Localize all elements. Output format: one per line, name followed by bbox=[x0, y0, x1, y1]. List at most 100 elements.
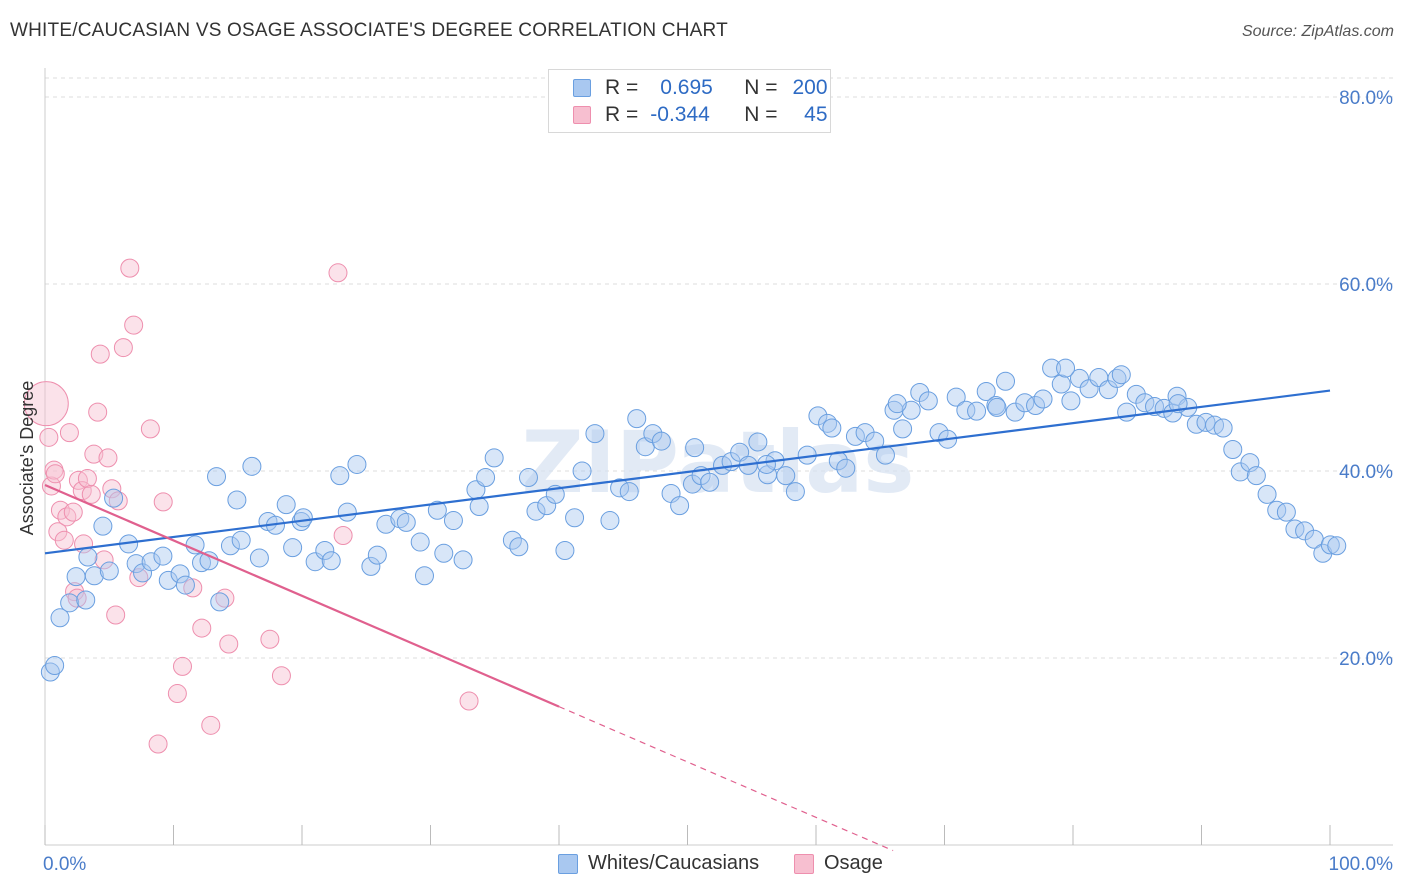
whites-point bbox=[1223, 439, 1243, 459]
whites-point bbox=[756, 454, 776, 474]
whites-point bbox=[986, 396, 1006, 416]
whites-point bbox=[585, 424, 605, 444]
whites-point bbox=[967, 401, 987, 421]
whites-point bbox=[865, 431, 885, 451]
osage-point bbox=[106, 605, 126, 625]
r-label: R = bbox=[605, 76, 639, 99]
whites-point bbox=[685, 438, 705, 458]
whites-point bbox=[1033, 389, 1053, 409]
whites-point bbox=[199, 551, 219, 571]
n-value: 45 bbox=[804, 103, 828, 126]
whites-point bbox=[76, 590, 96, 610]
whites-point bbox=[845, 426, 865, 446]
whites-point bbox=[410, 532, 430, 552]
whites-point bbox=[893, 419, 913, 439]
whites-point bbox=[855, 423, 875, 443]
whites-point bbox=[555, 540, 575, 560]
whites-point bbox=[1246, 466, 1266, 486]
whites-point bbox=[946, 387, 966, 407]
whites-point bbox=[126, 554, 146, 574]
whites-point bbox=[220, 536, 240, 556]
osage-point bbox=[90, 344, 110, 364]
osage-point bbox=[81, 484, 101, 504]
whites-point bbox=[153, 546, 173, 566]
whites-point bbox=[976, 382, 996, 402]
osage-point bbox=[45, 464, 65, 484]
whites-point bbox=[283, 538, 303, 558]
osage-point bbox=[153, 492, 173, 512]
osage-point bbox=[23, 381, 69, 427]
whites-point bbox=[1061, 391, 1081, 411]
whites-point bbox=[828, 451, 848, 471]
whites-point bbox=[518, 468, 538, 488]
whites-point bbox=[45, 655, 65, 675]
whites-point bbox=[376, 514, 396, 534]
y-tick-label: 80.0% bbox=[1339, 88, 1393, 109]
whites-point bbox=[347, 454, 367, 474]
osage-point bbox=[39, 427, 59, 447]
osage-point bbox=[140, 419, 160, 439]
whites-point bbox=[565, 508, 585, 528]
whites-point bbox=[367, 545, 387, 565]
whites-point bbox=[99, 561, 119, 581]
whites-point bbox=[50, 608, 70, 628]
r-label: R = bbox=[605, 103, 639, 126]
whites-points bbox=[40, 358, 1347, 682]
whites-point bbox=[321, 551, 341, 571]
whites-point bbox=[242, 456, 262, 476]
osage-point bbox=[271, 666, 291, 686]
n-label: N = bbox=[744, 103, 778, 126]
whites-point bbox=[434, 543, 454, 563]
x-tick-label: 100.0% bbox=[1329, 854, 1394, 875]
whites-point bbox=[1056, 358, 1076, 378]
legend-label-whites: Whites/Caucasians bbox=[588, 852, 760, 874]
whites-point bbox=[476, 468, 496, 488]
whites-point bbox=[227, 490, 247, 510]
whites-point bbox=[651, 431, 671, 451]
whites-point bbox=[1015, 393, 1035, 413]
osage-point bbox=[328, 263, 348, 283]
chart-title: WHITE/CAUCASIAN VS OSAGE ASSOCIATE'S DEG… bbox=[10, 20, 728, 41]
whites-point bbox=[315, 540, 335, 560]
legend-row-whites: R = 0.695 N = 200 bbox=[573, 75, 828, 101]
whites-point bbox=[1257, 484, 1277, 504]
whites-point bbox=[414, 566, 434, 586]
whites-point bbox=[996, 371, 1016, 391]
y-axis-label: Associate's Degree bbox=[17, 381, 37, 536]
y-tick-label: 20.0% bbox=[1339, 649, 1393, 670]
osage-point bbox=[54, 530, 74, 550]
whites-point bbox=[1145, 396, 1165, 416]
legend-item-whites: Whites/Caucasians bbox=[558, 852, 759, 875]
osage-points bbox=[23, 258, 479, 754]
whites-point bbox=[66, 567, 86, 587]
whites-point bbox=[60, 593, 80, 613]
osage-point bbox=[260, 629, 280, 649]
osage-point bbox=[167, 684, 187, 704]
osage-point bbox=[183, 578, 203, 598]
whites-point bbox=[1069, 368, 1089, 388]
whites-point bbox=[330, 466, 350, 486]
osage-point bbox=[88, 402, 108, 422]
whites-point bbox=[600, 511, 620, 531]
whites-point bbox=[390, 509, 410, 529]
axes bbox=[44, 68, 1393, 846]
osage-point bbox=[333, 526, 353, 546]
whites-point bbox=[1042, 358, 1062, 378]
whites-point bbox=[901, 400, 921, 420]
osage-point bbox=[120, 258, 140, 278]
osage-point bbox=[98, 448, 118, 468]
whites-point bbox=[276, 495, 296, 515]
osage-point bbox=[94, 550, 114, 570]
n-label: N = bbox=[744, 76, 778, 99]
whites-point bbox=[836, 458, 856, 478]
n-value: 200 bbox=[792, 76, 828, 99]
tick-labels: 20.0% 40.0% 60.0% 80.0% 0.0% 100.0% Associate'… bbox=[17, 88, 1393, 875]
pink-swatch-icon bbox=[573, 106, 591, 124]
whites-point bbox=[887, 394, 907, 414]
osage-point bbox=[219, 634, 239, 654]
whites-point bbox=[1213, 418, 1233, 438]
whites-point bbox=[443, 511, 463, 531]
whites-point bbox=[484, 448, 504, 468]
whites-point bbox=[1111, 365, 1131, 385]
